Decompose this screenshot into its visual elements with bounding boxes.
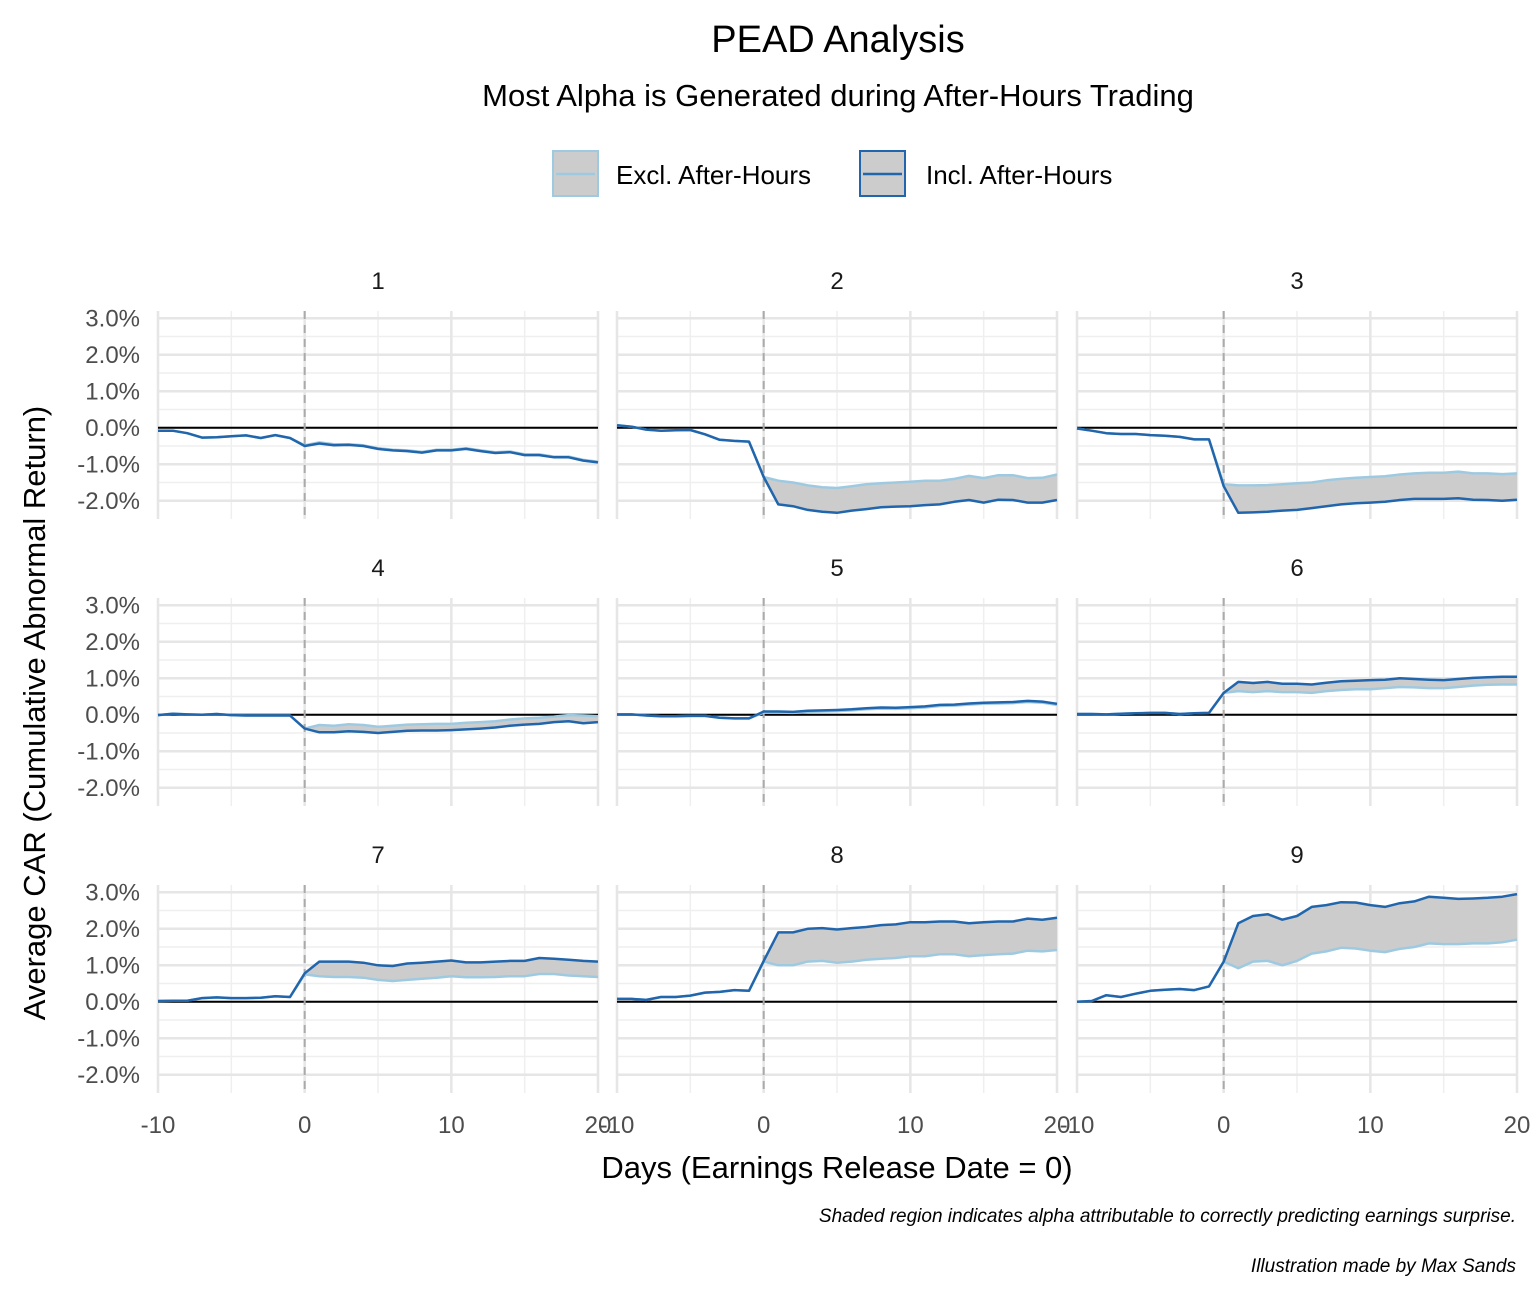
- x-tick-label: 0: [1217, 1112, 1230, 1139]
- facet-label: 9: [1290, 842, 1303, 869]
- x-tick-label: 20: [1044, 1112, 1071, 1139]
- facet-panel-8: 8 -10 0 10 20: [600, 842, 1071, 1139]
- x-tick-label: -10: [141, 1112, 176, 1139]
- y-tick-label: 2.0%: [85, 629, 140, 656]
- facet-panel-5: 5: [615, 555, 1059, 806]
- series-line-incl-after-hours: [617, 699, 1058, 720]
- y-tick-label: -2.0%: [77, 488, 140, 515]
- y-tick-label: -1.0%: [77, 738, 140, 765]
- caption-author: Illustration made by Max Sands: [1251, 1256, 1517, 1277]
- series-line-incl-after-hours: [617, 916, 1058, 1002]
- shaded-alpha-region: [617, 917, 1057, 1000]
- facet-label: 2: [830, 268, 843, 295]
- y-tick-label: -2.0%: [77, 1062, 140, 1089]
- series-line-incl-after-hours: [158, 429, 599, 464]
- facet-label: 3: [1290, 268, 1303, 295]
- shaded-alpha-region: [158, 713, 598, 733]
- chart-subtitle: Most Alpha is Generated during After-Hou…: [482, 78, 1194, 113]
- facet-label: 7: [371, 842, 384, 869]
- legend-label-incl: Incl. After-Hours: [926, 160, 1112, 190]
- facet-label: 1: [371, 268, 384, 295]
- x-tick-label: 10: [897, 1112, 924, 1139]
- facet-panel-7: 7 -2.0% -1.0% 0.0% 1.0% 2.0% 3.0% -10 0 10 20: [77, 842, 611, 1139]
- y-axis-title: Average CAR (Cumulative Abnormal Return): [17, 406, 52, 1021]
- facet-panel-9: 9 -10 0 10 20: [1060, 842, 1531, 1139]
- series-line-incl-after-hours: [1076, 427, 1518, 515]
- legend-label-excl: Excl. After-Hours: [616, 160, 811, 190]
- x-axis-title: Days (Earnings Release Date = 0): [601, 1150, 1072, 1185]
- shaded-alpha-region: [1077, 428, 1517, 513]
- y-tick-label: -1.0%: [77, 1025, 140, 1052]
- y-tick-label: 1.0%: [85, 665, 140, 692]
- series-line-incl-after-hours: [616, 423, 1058, 515]
- facet-panel-1: 1 -2.0% -1.0% 0.0% 1.0% 2.0% 3.0%: [77, 268, 600, 519]
- series-line-incl-after-hours: [157, 712, 599, 735]
- caption-shaded-region: Shaded region indicates alpha attributab…: [819, 1206, 1516, 1227]
- facet-panels: 1 -2.0% -1.0% 0.0% 1.0% 2.0% 3.0% 2 3 4 -2.0% -1.0%…: [77, 268, 1530, 1139]
- x-tick-label: 10: [1357, 1112, 1384, 1139]
- y-tick-label: 1.0%: [85, 378, 140, 405]
- y-tick-label: 0.0%: [85, 989, 140, 1016]
- shaded-alpha-region: [1077, 894, 1517, 1002]
- x-tick-label: 20: [585, 1112, 612, 1139]
- facet-panel-3: 3: [1075, 268, 1519, 519]
- y-tick-label: 3.0%: [85, 879, 140, 906]
- shaded-alpha-region: [617, 425, 1057, 513]
- x-tick-label: 0: [757, 1112, 770, 1139]
- y-tick-label: 3.0%: [85, 305, 140, 332]
- x-tick-label: -10: [1060, 1112, 1095, 1139]
- series-line-incl-after-hours: [1077, 675, 1517, 716]
- x-tick-label: 20: [1504, 1112, 1531, 1139]
- x-tick-label: -10: [600, 1112, 635, 1139]
- y-tick-label: 0.0%: [85, 415, 140, 442]
- facet-panel-4: 4 -2.0% -1.0% 0.0% 1.0% 2.0% 3.0%: [77, 555, 600, 806]
- y-tick-label: 2.0%: [85, 342, 140, 369]
- facet-panel-2: 2: [615, 268, 1059, 519]
- legend: Excl. After-Hours Incl. After-Hours: [552, 150, 1112, 197]
- y-tick-label: -2.0%: [77, 775, 140, 802]
- x-tick-label: 10: [438, 1112, 465, 1139]
- series-line-incl-after-hours: [157, 956, 599, 1003]
- x-tick-label: 0: [298, 1112, 311, 1139]
- y-tick-label: -1.0%: [77, 451, 140, 478]
- facet-label: 6: [1290, 555, 1303, 582]
- chart-title: PEAD Analysis: [711, 19, 964, 61]
- y-tick-label: 3.0%: [85, 592, 140, 619]
- y-tick-label: 2.0%: [85, 916, 140, 943]
- series-line-incl-after-hours: [1076, 892, 1518, 1004]
- y-tick-label: 1.0%: [85, 952, 140, 979]
- facet-panel-6: 6: [1075, 555, 1519, 806]
- facet-label: 4: [371, 555, 384, 582]
- y-tick-label: 0.0%: [85, 702, 140, 729]
- facet-label: 8: [830, 842, 843, 869]
- facet-label: 5: [830, 555, 843, 582]
